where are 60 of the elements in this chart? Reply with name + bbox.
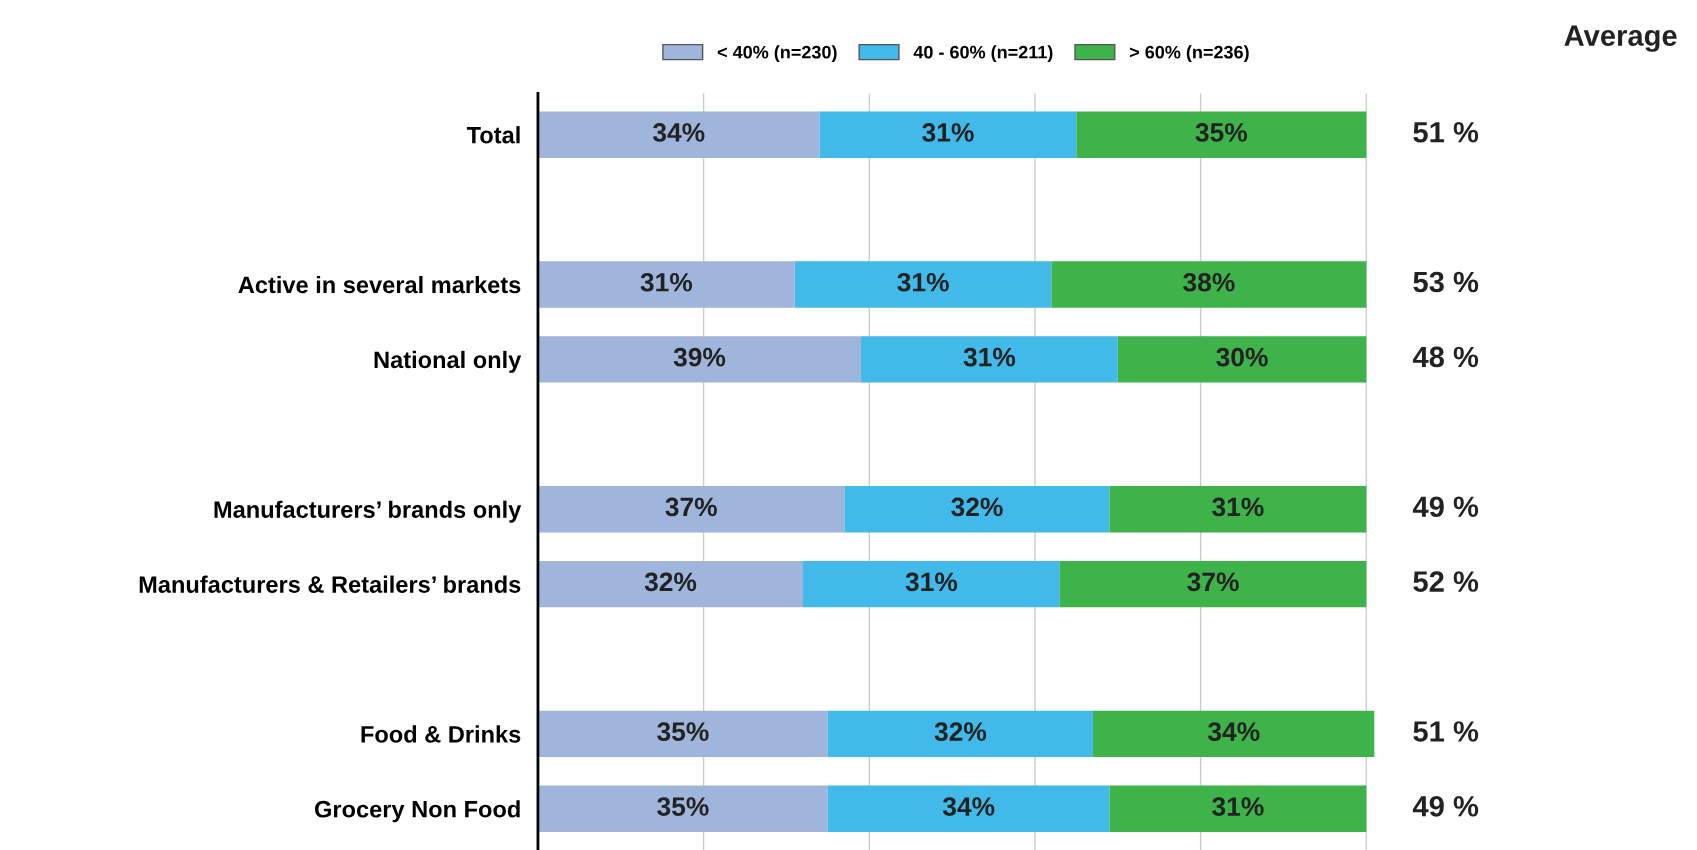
text: 49 % bbox=[1412, 795, 1479, 817]
bar bbox=[827, 710, 1093, 758]
data-label: 35% bbox=[657, 722, 709, 742]
data-label: 30% bbox=[1216, 347, 1268, 367]
y-tick-label: Grocery Non Food bbox=[315, 800, 520, 823]
data-label: 31% bbox=[640, 272, 693, 292]
text: Average bbox=[1564, 25, 1677, 52]
data-label: 34% bbox=[652, 123, 705, 142]
text: 51 % bbox=[1413, 721, 1479, 742]
bar bbox=[1051, 261, 1367, 308]
bar bbox=[1109, 485, 1367, 533]
data-label: 37% bbox=[665, 497, 717, 517]
data-label: 39% bbox=[673, 347, 726, 367]
data-label: 37% bbox=[1187, 572, 1239, 592]
bar bbox=[537, 336, 861, 383]
bar bbox=[537, 261, 795, 308]
data-label: 31% bbox=[1212, 797, 1264, 816]
y-tick-label: National only bbox=[374, 350, 522, 373]
bar bbox=[844, 485, 1110, 533]
y-tick-label: Food & Drinks bbox=[361, 725, 521, 743]
data-label: 31% bbox=[1212, 497, 1264, 517]
bar bbox=[803, 560, 1060, 608]
data-label: 32% bbox=[644, 572, 697, 592]
bar bbox=[1117, 336, 1367, 383]
bar bbox=[819, 111, 1077, 158]
data-label: 31% bbox=[905, 572, 958, 592]
data-label: 31% bbox=[897, 272, 949, 292]
bar bbox=[537, 710, 828, 758]
bar bbox=[861, 336, 1118, 383]
y-tick-label: Total bbox=[466, 126, 520, 144]
data-label: 32% bbox=[951, 497, 1003, 517]
text: 53 % bbox=[1413, 271, 1479, 293]
bar bbox=[827, 785, 1110, 833]
data-label: 34% bbox=[1207, 722, 1260, 742]
bar bbox=[1092, 710, 1375, 758]
data-label: 35% bbox=[1195, 123, 1248, 142]
data-label: 35% bbox=[657, 797, 709, 816]
y-tick-label: Manufacturers’ brands only bbox=[214, 500, 522, 523]
legend-label: 40 - 60% (n=211) bbox=[913, 45, 1053, 63]
bar bbox=[1076, 111, 1367, 158]
text: 48 % bbox=[1412, 346, 1479, 368]
data-label: 38% bbox=[1183, 272, 1235, 292]
bar bbox=[1109, 785, 1367, 833]
bar bbox=[537, 560, 804, 608]
text: 51 % bbox=[1413, 121, 1479, 143]
data-label: 31% bbox=[963, 347, 1016, 367]
data-label: 31% bbox=[922, 123, 974, 142]
data-label: 32% bbox=[934, 722, 987, 742]
y-tick-label: Manufacturers & Retailers’ brands bbox=[139, 575, 521, 593]
text: 49 % bbox=[1412, 496, 1479, 518]
y-tick-label: Active in several markets bbox=[238, 275, 521, 294]
bar bbox=[794, 261, 1052, 308]
bar bbox=[1059, 560, 1367, 608]
text: 52 % bbox=[1413, 571, 1479, 592]
bar bbox=[537, 785, 828, 833]
bar bbox=[537, 111, 820, 158]
legend-label: > 60% (n=236) bbox=[1129, 45, 1249, 63]
bar bbox=[537, 485, 845, 533]
legend-label: < 40% (n=230) bbox=[717, 45, 837, 63]
data-label: 34% bbox=[942, 797, 995, 816]
